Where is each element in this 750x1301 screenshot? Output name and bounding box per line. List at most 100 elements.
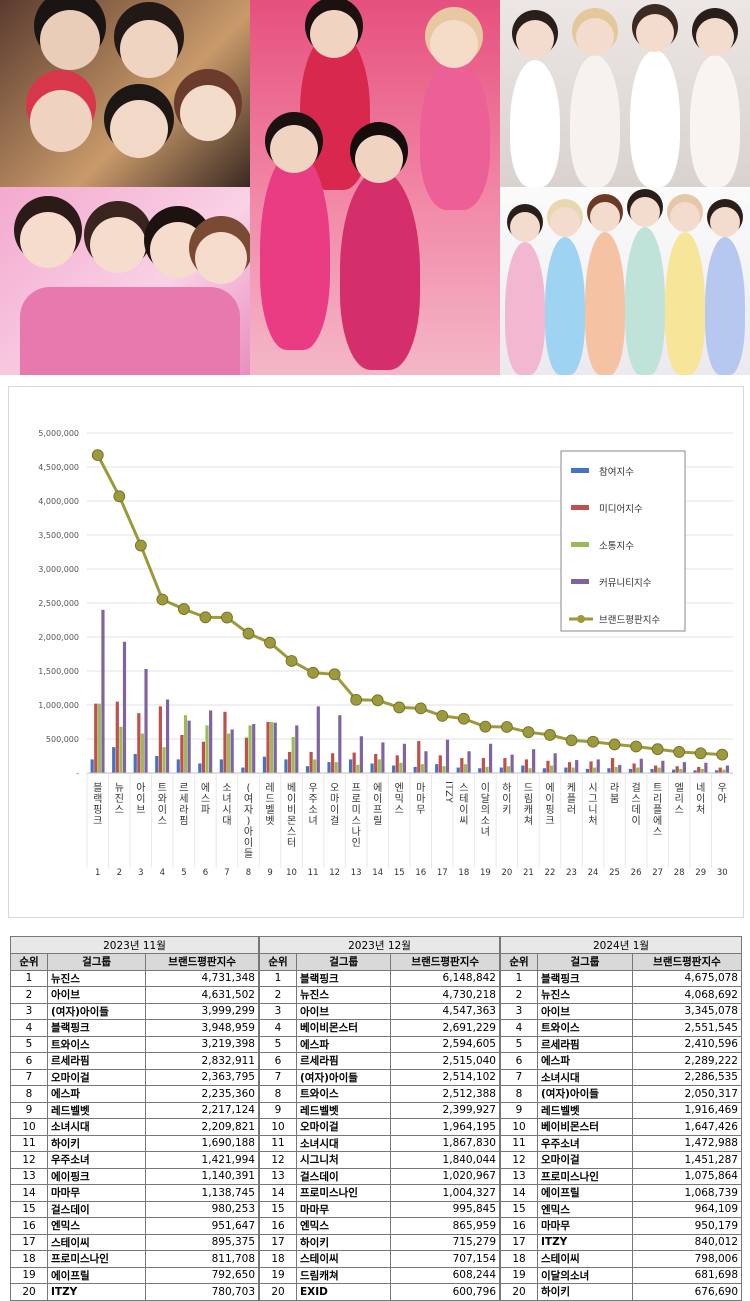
rank-cell: 12 xyxy=(259,1151,297,1169)
legend-swatch xyxy=(571,505,589,510)
score-cell: 2,289,222 xyxy=(631,1052,743,1070)
table-row: 4 블랙핑크 3,948,959 xyxy=(10,1019,259,1037)
bar-3-0 xyxy=(101,609,105,773)
score-cell: 1,840,044 xyxy=(390,1151,500,1169)
rank-cell: 1 xyxy=(10,969,48,987)
group-name-cell: 엔믹스 xyxy=(46,1217,147,1235)
bar-0-5 xyxy=(198,763,202,773)
rank-cell: 10 xyxy=(259,1118,297,1136)
bar-2-22 xyxy=(571,767,575,773)
bar-1-22 xyxy=(567,762,572,773)
group-name-cell: 프로미스나인 xyxy=(295,1184,392,1202)
x-rank-label: 19 xyxy=(480,868,491,878)
bar-1-2 xyxy=(137,713,141,773)
rank-cell: 16 xyxy=(10,1217,48,1235)
x-rank-label: 20 xyxy=(501,868,512,878)
bar-0-2 xyxy=(133,753,137,773)
table-row: 2 뉴진스 4,730,218 xyxy=(259,986,500,1004)
bar-1-10 xyxy=(309,751,313,773)
bar-0-20 xyxy=(521,765,525,773)
bar-0-4 xyxy=(176,759,180,773)
table-row: 15 엔믹스 964,109 xyxy=(500,1200,743,1218)
score-cell: 2,832,911 xyxy=(145,1052,259,1070)
group-name-cell: 아이브 xyxy=(295,1002,392,1020)
bar-0-23 xyxy=(585,768,590,773)
table-row: 14 에이프릴 1,068,739 xyxy=(500,1184,743,1202)
group-name-cell: (여자)아이들 xyxy=(295,1068,392,1086)
group-name-cell: 소녀시대 xyxy=(537,1068,633,1086)
x-rank-label: 9 xyxy=(267,868,272,878)
bar-2-16 xyxy=(442,766,446,773)
rank-cell: 4 xyxy=(259,1019,297,1037)
table-row: 8 에스파 2,235,360 xyxy=(10,1085,259,1103)
brand-point-17 xyxy=(457,712,470,725)
rank-cell: 10 xyxy=(10,1118,48,1136)
bar-2-14 xyxy=(399,762,403,773)
group-name-cell: 오마이걸 xyxy=(46,1068,147,1086)
group-name-cell: 르세라핌 xyxy=(537,1035,633,1053)
y-tick-label: 2,000,000 xyxy=(38,633,79,642)
rank-cell: 8 xyxy=(259,1085,297,1103)
bar-1-13 xyxy=(374,753,378,773)
rank-cell: 11 xyxy=(259,1134,297,1152)
group-name-cell: 블랙핑크 xyxy=(295,969,392,987)
y-tick-label: 3,000,000 xyxy=(38,565,79,574)
table-row: 1 뉴진스 4,731,348 xyxy=(10,969,259,987)
rank-cell: 12 xyxy=(10,1151,48,1169)
score-cell: 681,698 xyxy=(631,1266,743,1284)
bar-3-12 xyxy=(359,736,363,773)
score-cell: 2,050,317 xyxy=(631,1085,743,1103)
table-row: 6 르세라핌 2,832,911 xyxy=(10,1052,259,1070)
group-photo-2 xyxy=(250,0,500,375)
rank-cell: 13 xyxy=(500,1167,538,1185)
table-row: 6 르세라핌 2,515,040 xyxy=(259,1052,500,1070)
group-photo-4 xyxy=(0,187,250,375)
table-row: 18 스테이씨 707,154 xyxy=(259,1250,500,1268)
rank-cell: 2 xyxy=(259,986,297,1004)
bar-1-15 xyxy=(417,741,421,773)
table-row: 13 걸스데이 1,020,967 xyxy=(259,1167,500,1185)
legend-swatch xyxy=(571,542,589,547)
bar-3-25 xyxy=(639,758,643,773)
brand-point-11 xyxy=(328,668,341,681)
x-rank-label: 2 xyxy=(117,868,122,878)
bar-3-6 xyxy=(230,729,234,773)
score-cell: 1,004,327 xyxy=(390,1184,500,1202)
score-cell: 811,708 xyxy=(145,1250,259,1268)
x-rank-label: 3 xyxy=(138,868,143,878)
group-name-cell: 엔믹스 xyxy=(295,1217,392,1235)
rank-cell: 17 xyxy=(500,1233,538,1251)
group-name-cell: 하이키 xyxy=(295,1233,392,1251)
brand-point-5 xyxy=(199,611,212,624)
score-cell: 4,730,218 xyxy=(390,986,500,1004)
score-cell: 1,020,967 xyxy=(390,1167,500,1185)
legend-swatch xyxy=(571,579,589,584)
x-rank-label: 27 xyxy=(652,868,663,878)
score-cell: 1,140,391 xyxy=(145,1167,259,1185)
brand-point-3 xyxy=(156,593,169,606)
column-header: 걸그룹 xyxy=(537,953,633,971)
rank-cell: 5 xyxy=(259,1035,297,1053)
table-row: 19 이달의소녀 681,698 xyxy=(500,1266,743,1284)
bar-2-20 xyxy=(528,768,532,773)
bar-1-25 xyxy=(632,763,636,773)
table-month-header: 2023년 11월 xyxy=(10,936,259,954)
score-cell: 964,109 xyxy=(631,1200,743,1218)
bar-1-26 xyxy=(654,765,658,773)
group-name-cell: 베이비몬스터 xyxy=(537,1118,633,1136)
table-row: 18 프로미스나인 811,708 xyxy=(10,1250,259,1268)
bar-2-28 xyxy=(700,768,704,773)
rank-cell: 19 xyxy=(259,1266,297,1284)
bar-2-18 xyxy=(485,766,489,773)
bar-3-18 xyxy=(488,743,493,773)
group-name-cell: 에스파 xyxy=(46,1085,147,1103)
column-header: 걸그룹 xyxy=(295,953,392,971)
score-cell: 1,964,195 xyxy=(390,1118,500,1136)
bar-0-12 xyxy=(348,759,353,773)
